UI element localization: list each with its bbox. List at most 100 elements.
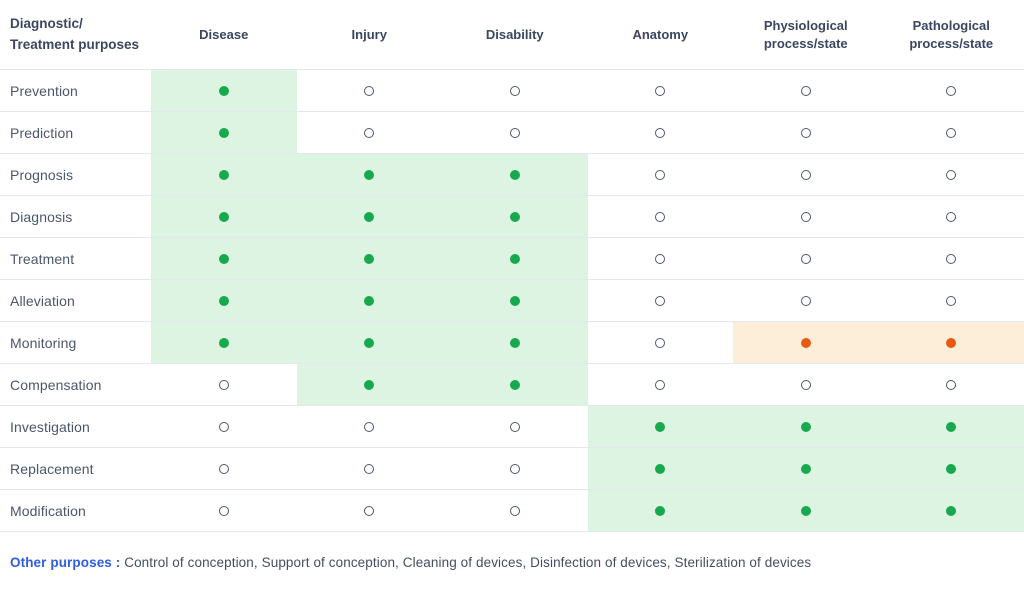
matrix-cell bbox=[588, 154, 734, 195]
matrix-cell bbox=[588, 112, 734, 153]
filled-dot-icon bbox=[655, 421, 666, 432]
matrix-cell bbox=[878, 448, 1024, 489]
table-row-replacement: Replacement bbox=[0, 448, 1024, 490]
filled-dot-icon bbox=[364, 211, 375, 222]
matrix-cell bbox=[588, 280, 734, 321]
empty-dot-icon bbox=[509, 505, 520, 516]
table-row-prevention: Prevention bbox=[0, 70, 1024, 112]
column-header-pathological: Pathological process/state bbox=[909, 17, 994, 51]
matrix-cell bbox=[442, 364, 588, 405]
row-label: Replacement bbox=[10, 460, 94, 477]
empty-dot-icon bbox=[946, 211, 957, 222]
filled-dot-icon bbox=[946, 421, 957, 432]
matrix-cell bbox=[879, 364, 1024, 405]
empty-dot-icon bbox=[364, 421, 375, 432]
matrix-cell bbox=[733, 238, 879, 279]
matrix-cell bbox=[442, 448, 588, 489]
row-label: Prediction bbox=[10, 124, 74, 141]
matrix-cell bbox=[296, 238, 442, 279]
matrix-cell bbox=[879, 196, 1024, 237]
empty-dot-icon bbox=[655, 127, 666, 138]
matrix-cell bbox=[297, 490, 443, 531]
matrix-cell bbox=[588, 238, 734, 279]
matrix-cell bbox=[442, 280, 588, 321]
matrix-cell bbox=[151, 448, 297, 489]
filled-dot-icon bbox=[509, 337, 520, 348]
filled-dot-icon bbox=[364, 379, 375, 390]
empty-dot-icon bbox=[800, 127, 811, 138]
table-row-investigation: Investigation bbox=[0, 406, 1024, 448]
table-row-monitoring: Monitoring bbox=[0, 322, 1024, 364]
matrix-cell bbox=[151, 406, 297, 447]
matrix-cell bbox=[151, 70, 297, 111]
matrix-cell bbox=[296, 196, 442, 237]
empty-dot-icon bbox=[509, 463, 520, 474]
matrix-cell bbox=[878, 406, 1024, 447]
matrix-cell bbox=[296, 322, 442, 363]
matrix-cell bbox=[588, 322, 734, 363]
filled-dot-icon bbox=[509, 169, 520, 180]
matrix-cell bbox=[587, 448, 733, 489]
filled-dot-icon bbox=[364, 337, 375, 348]
matrix-cell bbox=[151, 112, 297, 153]
matrix-cell bbox=[442, 154, 588, 195]
matrix-cell bbox=[733, 490, 879, 531]
filled-dot-icon bbox=[218, 295, 229, 306]
filled-dot-icon bbox=[946, 463, 957, 474]
empty-dot-icon bbox=[946, 253, 957, 264]
filled-dot-icon bbox=[800, 421, 811, 432]
filled-dot-icon bbox=[800, 505, 811, 516]
matrix-cell bbox=[587, 490, 733, 531]
empty-dot-icon bbox=[655, 379, 666, 390]
filled-dot-icon bbox=[655, 505, 666, 516]
empty-dot-icon bbox=[800, 379, 811, 390]
matrix-cell bbox=[733, 364, 879, 405]
empty-dot-icon bbox=[946, 379, 957, 390]
table-row-modification: Modification bbox=[0, 490, 1024, 532]
matrix-cell bbox=[442, 406, 588, 447]
empty-dot-icon bbox=[364, 505, 375, 516]
matrix-cell bbox=[733, 196, 879, 237]
empty-dot-icon bbox=[218, 379, 229, 390]
matrix-cell bbox=[442, 70, 588, 111]
empty-dot-icon bbox=[509, 421, 520, 432]
filled-dot-icon bbox=[509, 253, 520, 264]
filled-dot-icon bbox=[364, 169, 375, 180]
row-label: Investigation bbox=[10, 418, 90, 435]
matrix-cell bbox=[297, 70, 443, 111]
filled-dot-icon bbox=[800, 463, 811, 474]
empty-dot-icon bbox=[655, 169, 666, 180]
row-label: Alleviation bbox=[10, 292, 75, 309]
table-row-treatment: Treatment bbox=[0, 238, 1024, 280]
table-header-row: Diagnostic/ Treatment purposes Disease In… bbox=[0, 0, 1024, 70]
column-header-disability: Disability bbox=[485, 26, 544, 42]
matrix-cell bbox=[442, 238, 588, 279]
empty-dot-icon bbox=[655, 295, 666, 306]
filled-dot-icon bbox=[218, 127, 229, 138]
empty-dot-icon bbox=[655, 337, 666, 348]
filled-dot-icon bbox=[218, 337, 229, 348]
row-label: Prevention bbox=[10, 82, 78, 99]
matrix-cell bbox=[879, 280, 1024, 321]
filled-dot-icon bbox=[509, 211, 520, 222]
empty-dot-icon bbox=[946, 85, 957, 96]
row-label: Treatment bbox=[10, 250, 75, 267]
filled-dot-icon bbox=[509, 379, 520, 390]
row-label: Diagnosis bbox=[10, 208, 73, 225]
table-row-diagnosis: Diagnosis bbox=[0, 196, 1024, 238]
matrix-cell bbox=[588, 196, 734, 237]
table-row-alleviation: Alleviation bbox=[0, 280, 1024, 322]
matrix-cell bbox=[588, 364, 734, 405]
filled-dot-icon bbox=[218, 211, 229, 222]
matrix-cell bbox=[442, 490, 588, 531]
purpose-matrix-table: Diagnostic/ Treatment purposes Disease In… bbox=[0, 0, 1024, 532]
empty-dot-icon bbox=[800, 253, 811, 264]
matrix-cell bbox=[878, 490, 1024, 531]
matrix-cell bbox=[733, 448, 879, 489]
matrix-cell bbox=[297, 112, 443, 153]
table-row-compensation: Compensation bbox=[0, 364, 1024, 406]
row-label: Prognosis bbox=[10, 166, 74, 183]
matrix-cell bbox=[587, 406, 733, 447]
matrix-cell bbox=[879, 70, 1024, 111]
